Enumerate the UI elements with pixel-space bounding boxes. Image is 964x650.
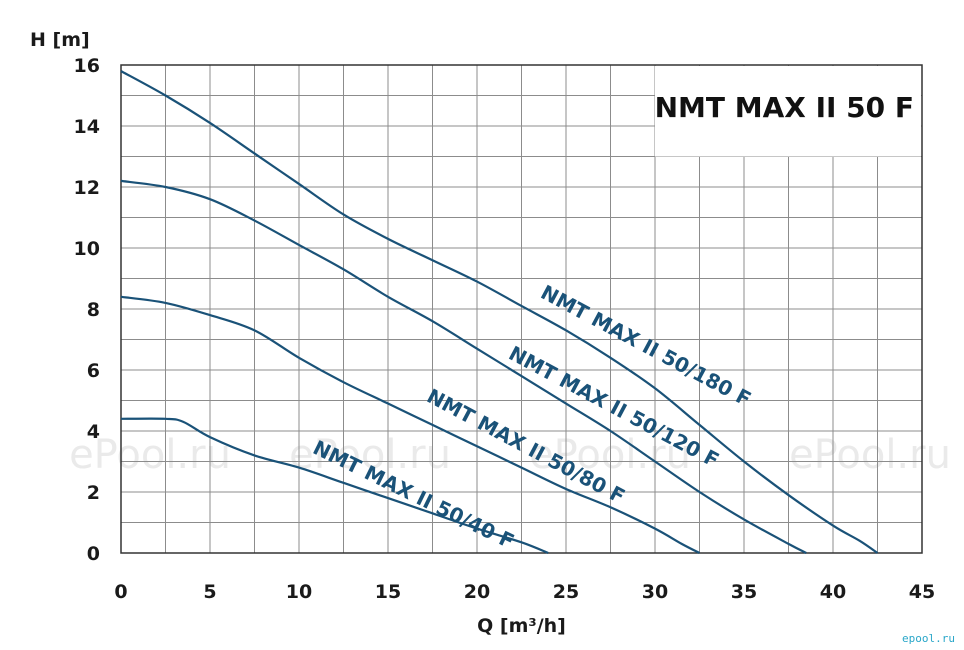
x-tick-label: 15 — [375, 581, 401, 603]
x-tick-label: 40 — [820, 581, 846, 603]
y-tick-label: 16 — [74, 55, 100, 77]
plot-frame — [120, 64, 923, 554]
series-line — [120, 295, 701, 554]
y-tick-label: 14 — [74, 116, 100, 138]
title-box — [655, 66, 921, 157]
series-line — [120, 417, 549, 555]
x-tick-label: 35 — [731, 581, 757, 603]
x-tick-label: 45 — [909, 581, 935, 603]
y-tick-label: 10 — [74, 238, 100, 260]
y-tick-label: 12 — [74, 177, 100, 199]
y-tick-label: 8 — [87, 299, 100, 321]
x-tick-label: 25 — [553, 581, 579, 603]
y-tick-label: 0 — [87, 543, 100, 565]
y-tick-label: 6 — [87, 360, 100, 382]
y-tick-label: 4 — [87, 421, 100, 443]
series-curves — [120, 70, 879, 555]
watermark-text: ePool.ru — [289, 432, 451, 478]
watermark-layer: ePool.ru ePool.ru ePool.ru ePool.ru — [69, 432, 951, 478]
x-tick-label: 20 — [464, 581, 490, 603]
y-tick-label: 2 — [87, 482, 100, 504]
watermark-text: ePool.ru — [69, 432, 231, 478]
x-axis-label: Q [m³/h] — [477, 615, 566, 637]
y-axis-ticks: 0 2 4 6 8 10 12 14 16 — [74, 55, 100, 565]
y-axis-label: H [m] — [30, 29, 90, 51]
corner-watermark: epool.ru — [902, 632, 955, 645]
x-tick-label: 30 — [642, 581, 668, 603]
series-line — [120, 179, 807, 554]
series-line — [120, 70, 879, 554]
x-tick-label: 0 — [114, 581, 127, 603]
x-tick-label: 10 — [286, 581, 312, 603]
watermark-text: ePool.ru — [789, 432, 951, 478]
chart-title: NMT MAX II 50 F — [655, 91, 914, 124]
x-tick-label: 5 — [203, 581, 216, 603]
x-axis-ticks: 0 5 10 15 20 25 30 35 40 45 — [114, 581, 935, 603]
